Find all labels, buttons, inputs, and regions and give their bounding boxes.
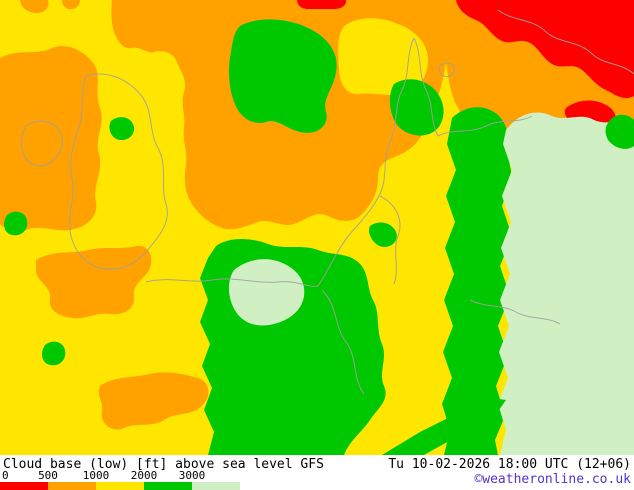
region-green-small-center	[369, 222, 397, 247]
legend-label-2000: 2000	[130, 469, 158, 482]
region-green-speck-1	[109, 117, 135, 141]
region-green-speck-2	[4, 211, 28, 236]
coast-island	[438, 62, 455, 77]
region-green-bottomright-strip	[382, 396, 506, 455]
border-rhine	[321, 289, 365, 395]
region-palegreen-east	[498, 112, 634, 455]
region-green-band-right	[442, 107, 512, 455]
region-orange-west	[0, 45, 102, 232]
cloud-base-map-svg	[0, 0, 634, 455]
legend-label-1000: 1000	[82, 469, 110, 482]
region-palegreen-center	[228, 259, 305, 326]
region-green-speck-3	[42, 341, 66, 366]
legend-seg-red	[0, 482, 48, 490]
region-orange-topleft-1	[20, 0, 49, 13]
legend-seg-palegreen	[192, 482, 240, 490]
cloud-base-legend: 0 500 1000 2000 3000	[0, 468, 242, 490]
legend-label-0: 0	[2, 469, 9, 482]
map-datetime: Tu 10-02-2026 18:00 UTC (12+06)	[388, 457, 631, 472]
coast-denmark	[413, 37, 439, 137]
legend-seg-orange	[48, 482, 96, 490]
coast-ireland	[21, 120, 63, 167]
coast-continent-north	[317, 37, 415, 287]
map-image	[0, 0, 634, 455]
legend-label-3000: 3000	[178, 469, 206, 482]
coast-norway	[497, 9, 634, 75]
coast-channel	[145, 278, 319, 287]
border-germany-west	[379, 195, 401, 285]
region-green-right-edge	[605, 114, 634, 149]
region-red-top-strip	[297, 0, 347, 9]
region-orange-topleft-2	[62, 0, 80, 10]
region-red-topright	[456, 0, 634, 99]
legend-seg-yellow	[96, 482, 144, 490]
border-alps	[469, 299, 561, 325]
legend-seg-green	[144, 482, 192, 490]
region-yellow-denmark	[338, 18, 428, 95]
map-title: Cloud base (low) [ft] above sea level GF…	[3, 457, 324, 472]
region-orange-bottomleft-2	[98, 372, 209, 430]
copyright-text: ©weatheronline.co.uk	[474, 472, 631, 487]
region-orange-bottomleft-1	[36, 245, 152, 319]
legend-label-500: 500	[38, 469, 58, 482]
coast-britain	[69, 73, 168, 270]
region-green-denmark-south	[389, 79, 444, 136]
coastlines	[21, 9, 634, 395]
region-green-center-top	[228, 19, 337, 133]
coast-baltic	[437, 115, 533, 137]
legend-labels: 0 500 1000 2000 3000	[0, 469, 242, 482]
legend-color-bar	[0, 482, 240, 490]
